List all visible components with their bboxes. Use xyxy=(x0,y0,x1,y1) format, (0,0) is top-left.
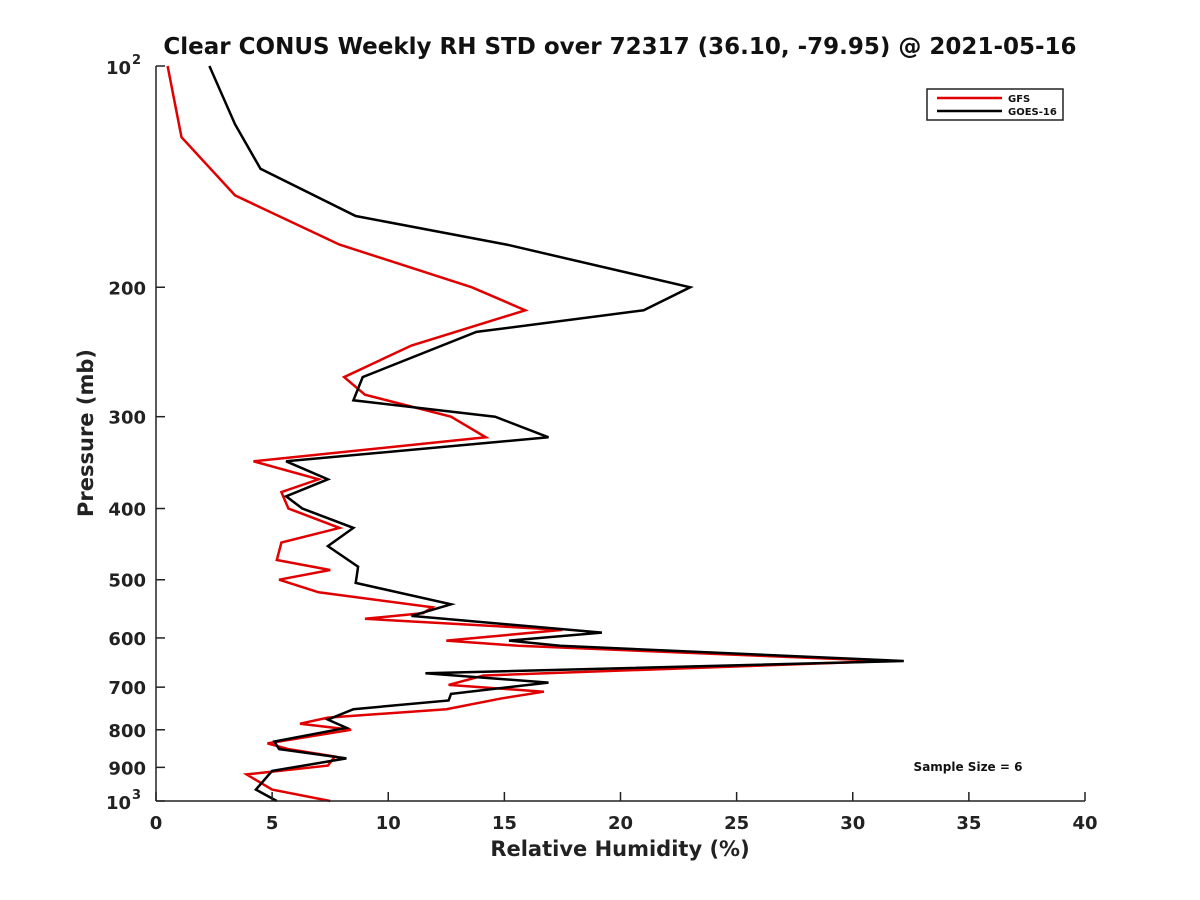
y-tick-label-power: 10 2 xyxy=(106,53,141,79)
x-tick-label: 35 xyxy=(956,813,981,834)
y-tick-label: 500 xyxy=(108,571,146,592)
y-tick-label: 900 xyxy=(108,758,146,779)
legend-box xyxy=(926,88,1064,121)
sample-size-annotation: Sample Size = 6 xyxy=(914,760,1023,774)
x-tick-label: 30 xyxy=(840,813,865,834)
legend: GFS GOES-16 xyxy=(926,88,1064,121)
series-layer xyxy=(166,65,904,803)
y-tick-label-base: 10 xyxy=(106,793,131,814)
y-tick-label: 300 xyxy=(108,408,146,429)
y-axis-label: Pressure (mb) xyxy=(74,349,98,517)
x-ticks: 0 5 10 15 20 25 30 35 40 xyxy=(150,792,1098,834)
x-tick-label: 20 xyxy=(608,813,633,834)
plot-area-background xyxy=(156,66,1085,801)
y-tick-label-exponent: 2 xyxy=(132,53,141,68)
y-tick-label: 600 xyxy=(108,629,146,650)
x-tick-label: 25 xyxy=(724,813,749,834)
y-tick-label-exponent: 3 xyxy=(132,788,141,803)
y-tick-label-base: 10 xyxy=(106,58,131,79)
x-axis-label: Relative Humidity (%) xyxy=(490,837,749,861)
x-tick-label: 5 xyxy=(266,813,279,834)
chart-title: Clear CONUS Weekly RH STD over 72317 (36… xyxy=(163,34,1076,60)
x-tick-label: 0 xyxy=(150,813,163,834)
y-tick-label-power: 10 3 xyxy=(106,788,141,814)
x-tick-label: 15 xyxy=(492,813,517,834)
legend-label-gfs: GFS xyxy=(1008,94,1030,105)
y-tick-label: 200 xyxy=(108,278,146,299)
legend-label-goes16: GOES-16 xyxy=(1008,107,1057,118)
series-line-goes-16 xyxy=(208,65,904,803)
y-tick-label: 700 xyxy=(108,678,146,699)
y-tick-label: 400 xyxy=(108,500,146,521)
y-tick-label: 800 xyxy=(108,721,146,742)
x-tick-label: 40 xyxy=(1072,813,1097,834)
x-tick-label: 10 xyxy=(376,813,401,834)
